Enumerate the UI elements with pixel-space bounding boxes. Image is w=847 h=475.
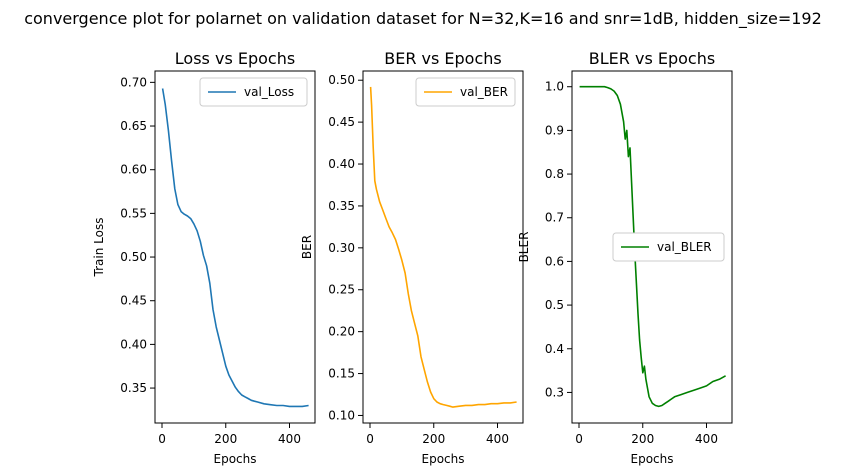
subplot-2: BER vs Epochs 0 200 400 0.10 0.15 0.20 0.25 0.30… <box>300 49 524 466</box>
subplot-1: Loss vs Epochs 0 200 400 0.35 0.40 0.45 0.50 0.5… <box>92 49 316 466</box>
legend-entry: val_Loss <box>244 85 294 99</box>
legend-entry: val_BER <box>460 85 508 99</box>
y-tick-label: 0.40 <box>120 337 147 351</box>
legend-entry: val_BLER <box>657 240 712 254</box>
y-tick-label: 0.45 <box>120 294 147 308</box>
y-tick-label: 0.35 <box>120 381 147 395</box>
y-tick-label: 0.4 <box>545 342 564 356</box>
y-tick-label: 0.20 <box>328 325 355 339</box>
axes-frame <box>154 70 316 424</box>
y-tick-label: 0.55 <box>120 206 147 220</box>
subplot-title: Loss vs Epochs <box>175 49 295 68</box>
y-tick-label: 0.5 <box>545 298 564 312</box>
legend-box <box>199 77 308 107</box>
axes-frame <box>362 70 524 424</box>
y-tick-label: 0.6 <box>545 254 564 268</box>
y-tick-label: 0.8 <box>545 167 564 181</box>
y-tick-label: 0.9 <box>545 123 564 137</box>
y-tick-label: 0.35 <box>328 199 355 213</box>
x-tick-label: 400 <box>278 432 301 446</box>
y-axis-label: BER <box>300 235 314 259</box>
y-tick-label: 0.50 <box>120 250 147 264</box>
figure-suptitle: convergence plot for polarnet on validat… <box>24 9 822 29</box>
x-axis-label: Epochs <box>214 452 257 466</box>
legend-box <box>415 77 516 107</box>
x-axis-label: Epochs <box>631 452 674 466</box>
y-tick-label: 0.30 <box>328 241 355 255</box>
y-tick-label: 0.15 <box>328 367 355 381</box>
y-tick-label: 0.60 <box>120 163 147 177</box>
legend-box <box>612 232 725 262</box>
x-tick-label: 0 <box>575 432 583 446</box>
y-tick-label: 0.25 <box>328 283 355 297</box>
y-tick-label: 0.10 <box>328 408 355 422</box>
y-tick-label: 0.50 <box>328 73 355 87</box>
y-tick-label: 0.7 <box>545 211 564 225</box>
x-tick-label: 200 <box>422 432 445 446</box>
legend: val_BLER <box>612 232 725 262</box>
subplot-title: BER vs Epochs <box>384 49 502 68</box>
subplot-title: BLER vs Epochs <box>589 49 715 68</box>
y-tick-label: 0.65 <box>120 119 147 133</box>
legend: val_Loss <box>199 77 308 107</box>
x-tick-label: 400 <box>695 432 718 446</box>
y-tick-label: 0.45 <box>328 115 355 129</box>
y-axis-label: BLER <box>517 232 531 263</box>
x-tick-label: 400 <box>486 432 509 446</box>
y-tick-label: 0.70 <box>120 75 147 89</box>
x-axis-label: Epochs <box>422 452 465 466</box>
subplot-3: BLER vs Epochs 0 200 400 0.3 0.4 0.5 0.6 0.7 0.8 0… <box>517 49 733 466</box>
y-axis-label: Train Loss <box>92 218 106 278</box>
series-line-val_BER <box>369 86 517 408</box>
x-tick-label: 200 <box>214 432 237 446</box>
x-tick-label: 200 <box>631 432 654 446</box>
x-tick-label: 0 <box>158 432 166 446</box>
legend: val_BER <box>415 77 516 107</box>
x-tick-label: 0 <box>366 432 374 446</box>
series-line-val_Loss <box>161 88 309 408</box>
y-tick-label: 0.40 <box>328 157 355 171</box>
series-line-val_BLER <box>579 85 726 408</box>
y-tick-label: 0.3 <box>545 385 564 399</box>
y-tick-label: 1.0 <box>545 80 564 94</box>
